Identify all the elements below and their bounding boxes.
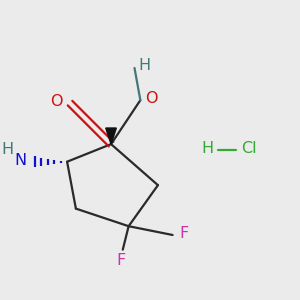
Text: O: O	[145, 91, 158, 106]
Text: O: O	[51, 94, 63, 109]
Text: Cl: Cl	[241, 141, 256, 156]
Text: F: F	[179, 226, 188, 241]
Text: N: N	[14, 153, 26, 168]
Text: F: F	[117, 253, 126, 268]
Text: H: H	[1, 142, 13, 158]
Text: H: H	[202, 141, 214, 156]
Text: H: H	[138, 58, 150, 73]
Polygon shape	[106, 128, 116, 144]
